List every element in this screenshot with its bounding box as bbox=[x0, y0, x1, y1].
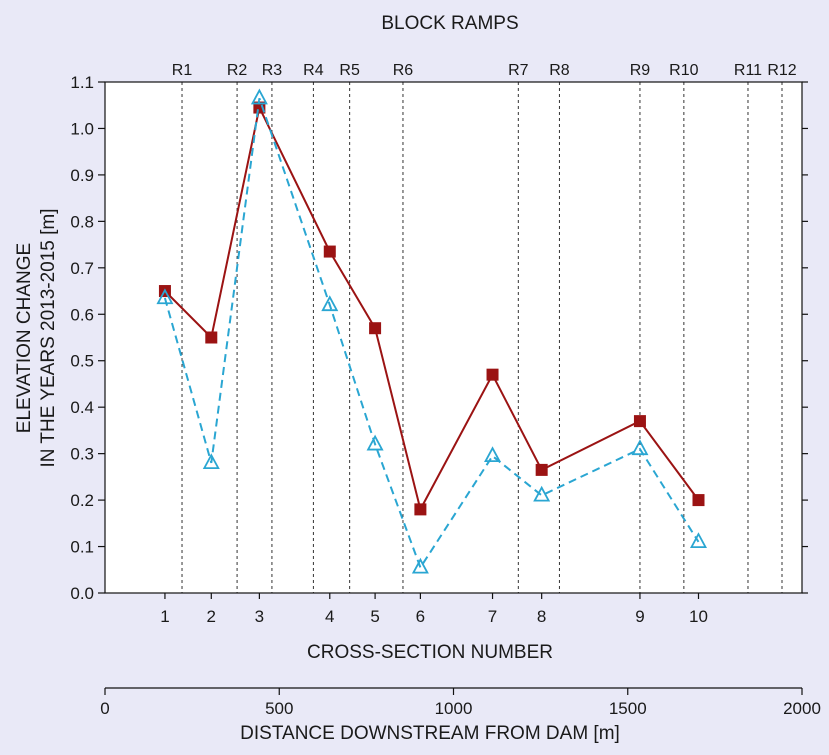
block-ramp-label: R5 bbox=[339, 62, 360, 79]
x-tick-label: 7 bbox=[488, 607, 497, 626]
distance-tick-label: 2000 bbox=[783, 699, 821, 718]
y-tick-label: 0.5 bbox=[70, 352, 94, 371]
x-tick-label: 5 bbox=[370, 607, 379, 626]
distance-axis-label: DISTANCE DOWNSTREAM FROM DAM [m] bbox=[240, 723, 620, 744]
x-axis-label: CROSS-SECTION NUMBER bbox=[307, 642, 553, 663]
x-tick-label: 8 bbox=[537, 607, 546, 626]
chart-title: BLOCK RAMPS bbox=[381, 13, 518, 34]
block-ramp-label: R10 bbox=[669, 62, 698, 79]
block-ramp-label: R9 bbox=[630, 62, 651, 79]
block-ramp-label: R3 bbox=[262, 62, 283, 79]
distance-tick-label: 1000 bbox=[435, 699, 473, 718]
axes-group: 0.0 0.1 0.2 0.3 0.4 0.5 0.6 0.7 0.8 0.9 1.0 1.1 1 2 3 4… bbox=[70, 73, 821, 718]
x-tick-label: 9 bbox=[635, 607, 644, 626]
data-point-triangle bbox=[366, 434, 384, 451]
series-line bbox=[164, 104, 700, 513]
data-point-square bbox=[205, 331, 218, 344]
data-point-triangle bbox=[689, 532, 708, 548]
series-group bbox=[156, 88, 708, 574]
data-point-triangle bbox=[250, 88, 268, 105]
data-point-square bbox=[535, 463, 548, 476]
data-point-triangle bbox=[321, 295, 339, 312]
block-ramp-label: R2 bbox=[227, 62, 248, 79]
y-tick-label: 1.1 bbox=[70, 73, 94, 92]
distance-tick-label: 0 bbox=[100, 699, 109, 718]
distance-tick-label: 500 bbox=[265, 699, 293, 718]
series-line bbox=[163, 97, 700, 570]
y-tick-label: 0.0 bbox=[70, 584, 94, 603]
data-point-square bbox=[692, 494, 705, 507]
data-point-square bbox=[414, 503, 427, 516]
data-point-square bbox=[253, 101, 266, 114]
data-point-triangle bbox=[631, 439, 649, 456]
y-tick-label: 0.1 bbox=[70, 538, 94, 557]
x-tick-label: 6 bbox=[416, 607, 425, 626]
plot-background bbox=[105, 82, 802, 593]
y-tick-label: 0.2 bbox=[70, 491, 94, 510]
y-tick-label: 0.9 bbox=[70, 166, 94, 185]
y-axis-label-line1: ELEVATION CHANGE bbox=[14, 243, 35, 433]
block-ramp-label: R11 bbox=[734, 62, 762, 79]
x-tick-label: 3 bbox=[255, 607, 264, 626]
data-point-triangle bbox=[484, 446, 502, 463]
y-axis-label-line2: IN THE YEARS 2013-2015 [m] bbox=[38, 208, 59, 467]
y-tick-label: 0.8 bbox=[70, 212, 94, 231]
y-tick-label: 0.4 bbox=[70, 398, 94, 417]
distance-tick-label: 1500 bbox=[609, 699, 647, 718]
block-ramp-label: R6 bbox=[393, 62, 414, 79]
data-point-triangle bbox=[202, 453, 220, 470]
y-tick-label: 0.7 bbox=[70, 259, 94, 278]
y-tick-label: 0.3 bbox=[70, 445, 94, 464]
plot-frame bbox=[104, 81, 803, 594]
data-point-triangle bbox=[156, 288, 174, 305]
block-ramp-label: R4 bbox=[303, 62, 324, 79]
block-ramp-label: R12 bbox=[767, 62, 796, 79]
block-ramp-label: R1 bbox=[172, 62, 193, 79]
data-point-triangle bbox=[411, 557, 429, 574]
block-ramp-label: R7 bbox=[508, 62, 529, 79]
block-ramp-lines: R1 R2 R3 R4 R5 R6 R7 R8 R9 R10 R11 R12 bbox=[172, 62, 797, 593]
x-tick-label: 2 bbox=[207, 607, 216, 626]
y-tick-label: 0.6 bbox=[70, 305, 94, 324]
x-tick-label: 1 bbox=[160, 607, 169, 626]
x-tick-label: 10 bbox=[689, 607, 708, 626]
data-point-triangle bbox=[533, 485, 551, 502]
x-tick-label: 4 bbox=[325, 607, 334, 626]
data-point-square bbox=[633, 415, 646, 428]
block-ramp-label: R8 bbox=[549, 62, 570, 79]
y-tick-label: 1.0 bbox=[70, 119, 94, 138]
data-point-square bbox=[486, 368, 499, 381]
data-point-square bbox=[369, 322, 382, 335]
data-point-square bbox=[323, 245, 336, 258]
